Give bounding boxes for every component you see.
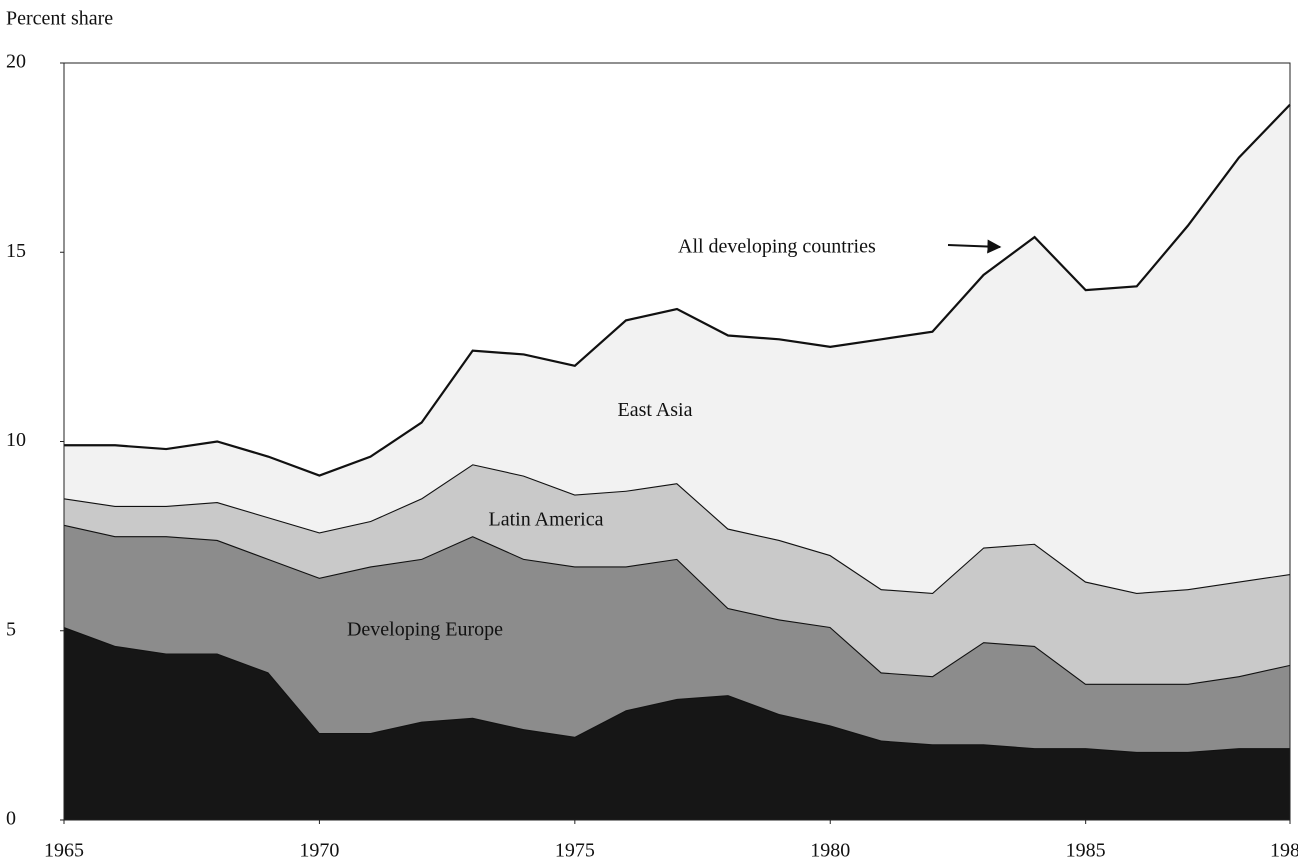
y-tick-label: 15 [6,240,26,262]
series-label: East Asia [618,399,693,421]
area [64,104,1290,593]
y-tick-label: 20 [6,51,26,73]
x-tick-label: 1985 [1066,840,1106,862]
x-tick-label: 1975 [555,840,595,862]
area [64,524,1290,752]
annotation: All developing countries [678,236,876,258]
annotation-arrow [947,239,1002,254]
y-tick-label: 0 [6,808,16,830]
x-tick-label: 1970 [299,840,339,862]
x-tick-label: 1965 [44,840,84,862]
area-edge [64,103,1291,477]
x-tick-label: 1980 [810,840,850,862]
area [64,464,1290,684]
series-label: Developing Europe [347,618,503,640]
series-label: Latin America [489,509,604,531]
y-axis-label: Percent share [6,8,113,30]
y-tick-label: 10 [6,429,26,451]
area [64,626,1290,820]
y-tick-label: 5 [6,618,16,640]
x-tick-label: 1989 [1270,840,1298,862]
